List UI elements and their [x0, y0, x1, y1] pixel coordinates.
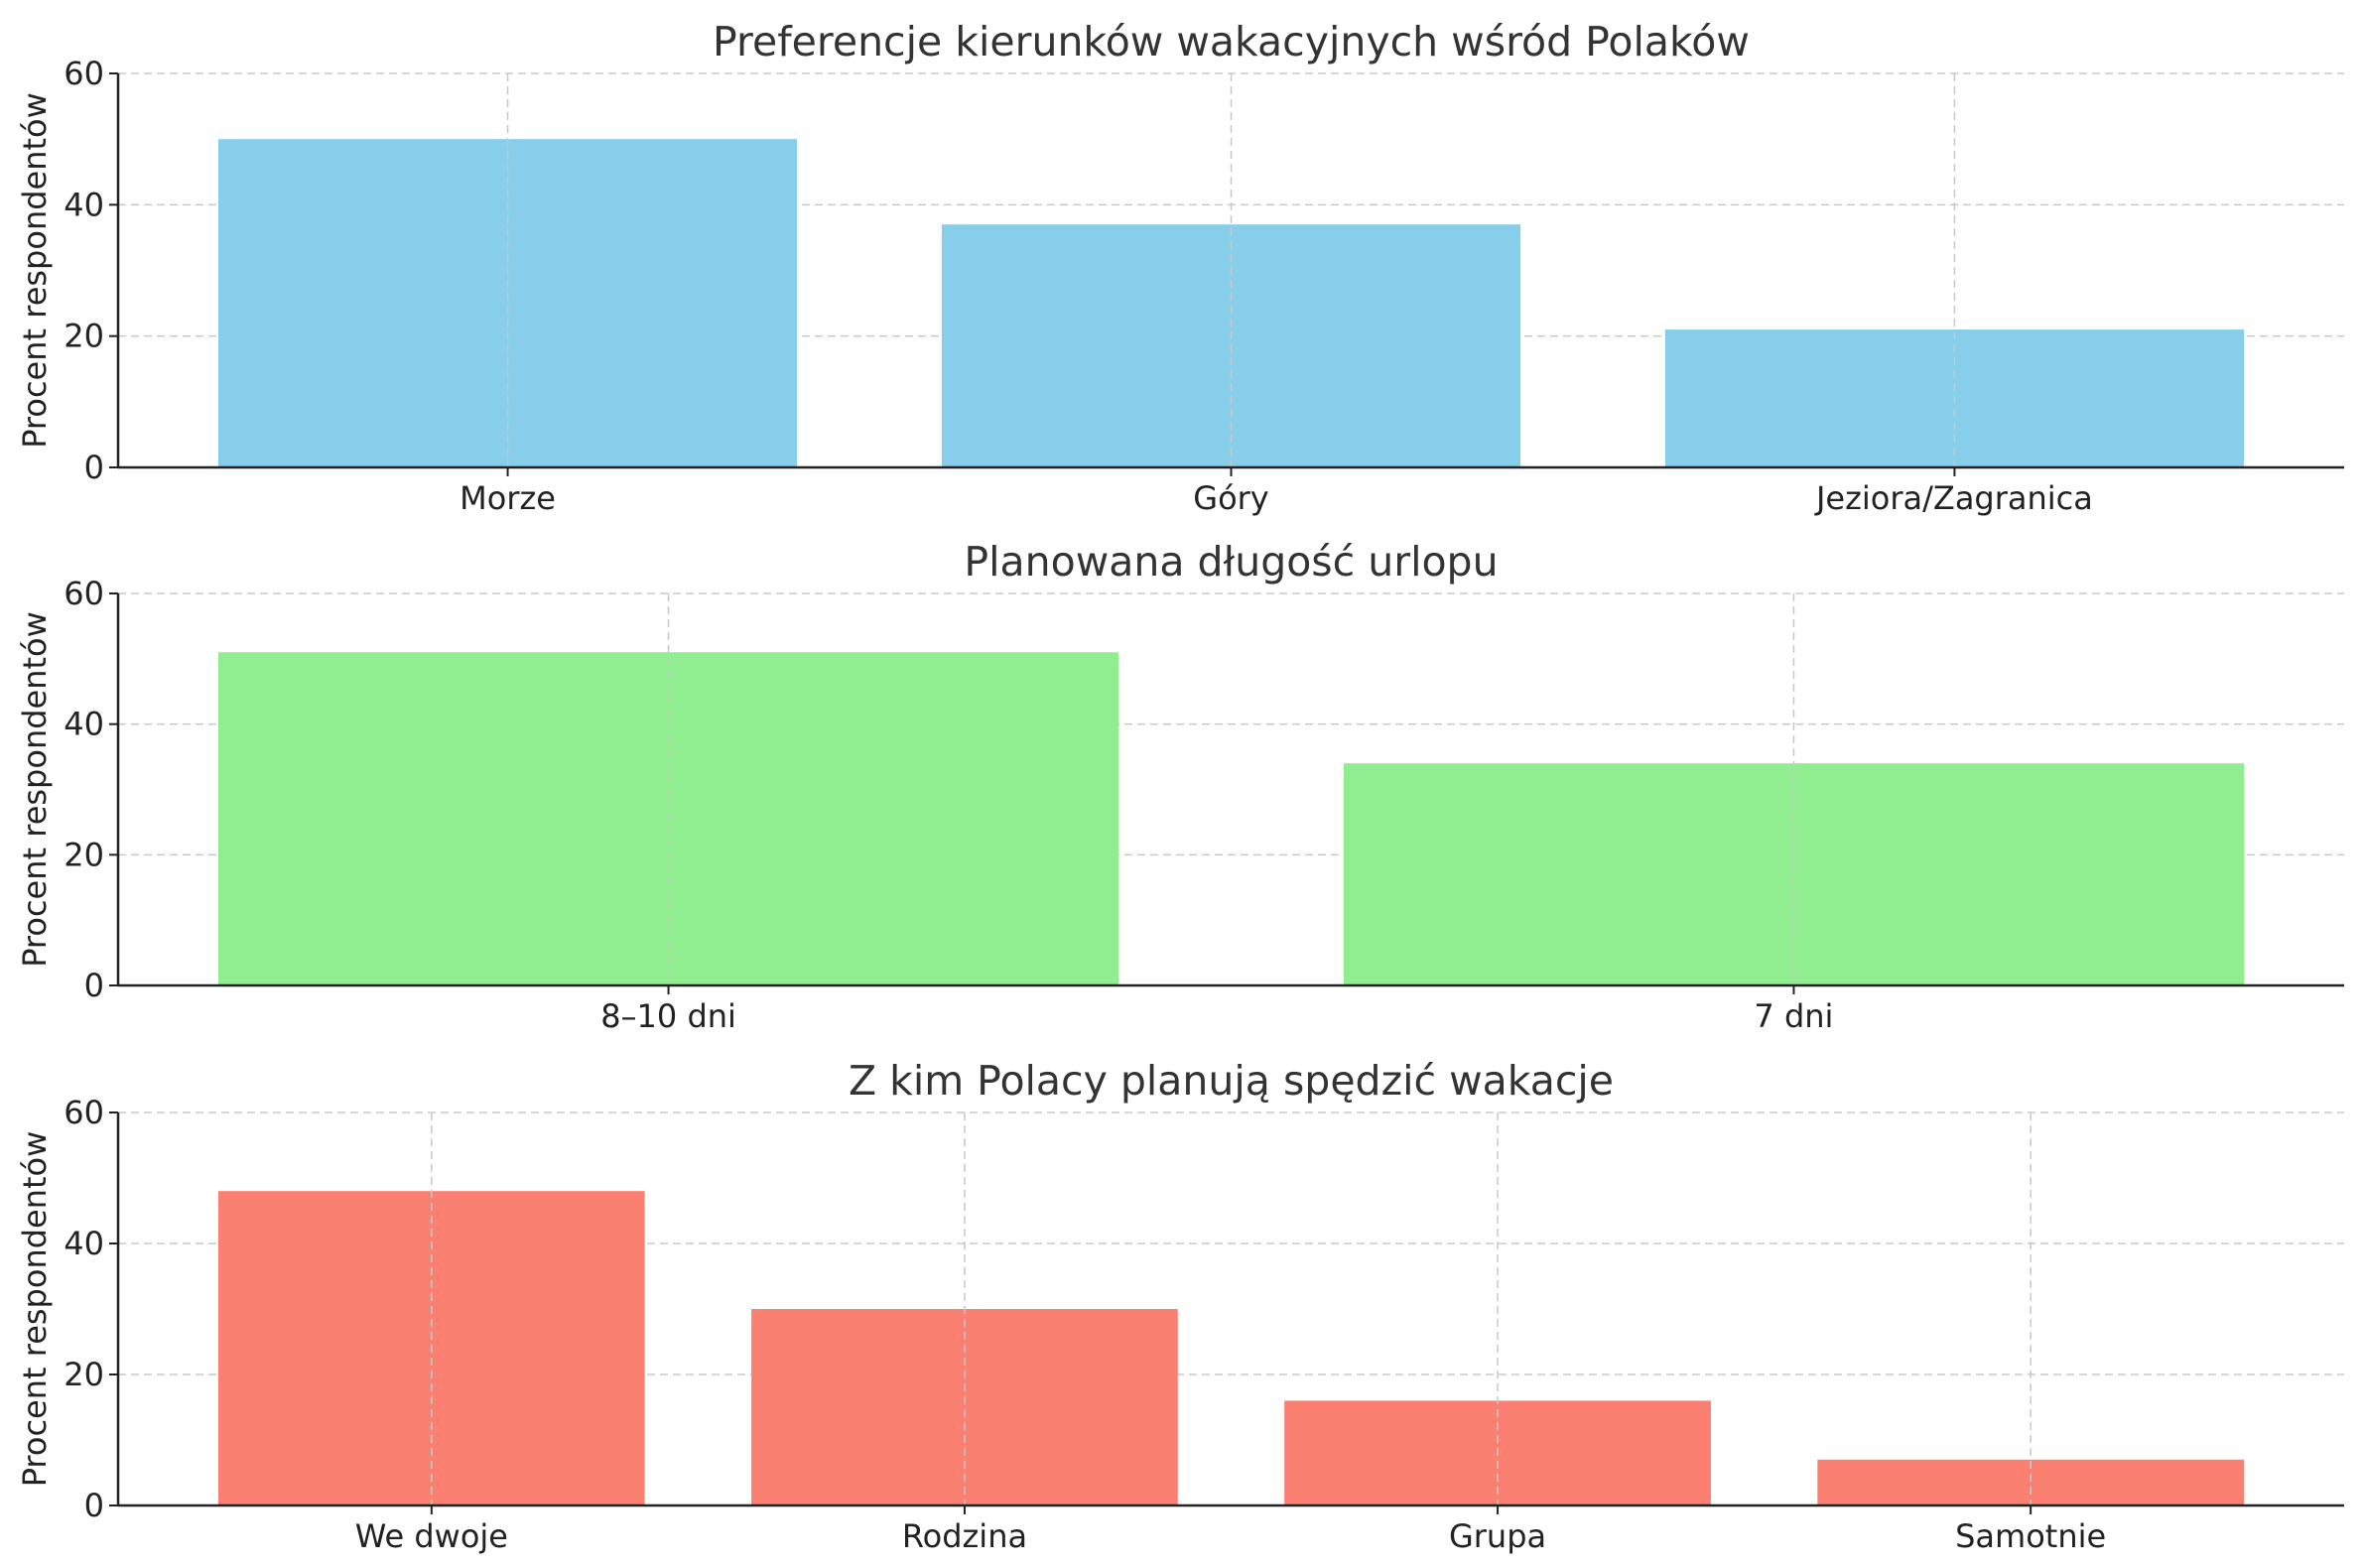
y-tick-label: 20 [64, 1356, 104, 1393]
y-axis-label: Procent respondentów [16, 611, 54, 968]
y-tick-label: 20 [64, 318, 104, 355]
y-tick-label: 40 [64, 186, 104, 223]
x-tick-label: 8–10 dni [600, 997, 736, 1035]
chart-title: Z kim Polacy planują spędzić wakacje [849, 1057, 1614, 1105]
chart-1: 0 20 40 60 Morze Góry Jeziora/Zagranica Prefere… [16, 18, 2344, 517]
y-tick-label: 60 [64, 55, 104, 92]
y-tick-label: 0 [84, 967, 104, 1004]
bar-rodzina [751, 1309, 1178, 1505]
chart-title: Planowana długość urlopu [964, 538, 1498, 586]
bar-7-dni [1343, 763, 2244, 985]
y-tick-label: 0 [84, 1487, 104, 1524]
chart-title: Preferencje kierunków wakacyjnych wśród … [713, 18, 1750, 65]
y-tick-label: 40 [64, 1225, 104, 1262]
y-tick-label: 60 [64, 575, 104, 612]
x-tick-label: Samotnie [1955, 1517, 2106, 1555]
y-tick-label: 0 [84, 449, 104, 486]
x-tick-label: Morze [459, 479, 556, 517]
x-tick-label: Rodzina [902, 1517, 1027, 1555]
x-tick-label: Jeziora/Zagranica [1814, 479, 2093, 517]
chart-3: 0 20 40 60 We dwoje Rodzina Grupa Samotnie Z kim… [16, 1057, 2344, 1555]
y-axis-label: Procent respondentów [16, 1131, 54, 1488]
y-tick-label: 60 [64, 1094, 104, 1131]
x-tick-label: 7 dni [1754, 997, 1833, 1035]
y-tick-label: 40 [64, 706, 104, 743]
bar-morze [218, 139, 798, 467]
x-tick-label: We dwoje [355, 1517, 508, 1555]
chart-2: 0 20 40 60 8–10 dni 7 dni Planowana długość ur… [16, 538, 2344, 1035]
x-tick-label: Góry [1193, 479, 1268, 517]
y-axis-label: Procent respondentów [16, 92, 54, 449]
x-tick-label: Grupa [1449, 1517, 1546, 1555]
y-tick-label: 20 [64, 836, 104, 873]
